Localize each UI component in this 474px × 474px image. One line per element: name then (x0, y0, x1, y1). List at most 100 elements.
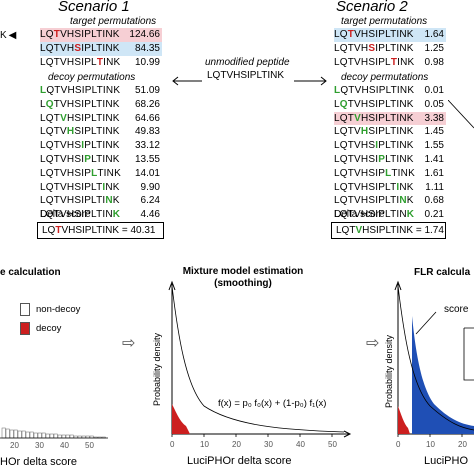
mixture-title: Mixture model estimation (smoothing) (168, 266, 318, 290)
tick: 10 (426, 440, 435, 449)
flr-area (412, 316, 474, 434)
peptide-sequence: LQTVHSIPLTINK (334, 42, 413, 56)
sequence-suffix: NK (399, 181, 414, 193)
flr-xlabel: LuciPHO (424, 455, 469, 467)
sequence-suffix: PLTINK (84, 140, 120, 152)
sequence-prefix: LQTVHSI (40, 153, 85, 165)
histogram-bar (61, 434, 66, 439)
modified-residue: K (112, 209, 121, 221)
modified-residue: L (91, 167, 98, 179)
sequence-suffix: TINK (97, 167, 121, 179)
peptide-row: LQTVHSIPLTINK 3.38 (334, 111, 446, 126)
histogram-bar (49, 433, 54, 439)
flr-decoy-area (398, 406, 410, 434)
right-arrow-icon: ⇨ (122, 335, 136, 352)
sequence-suffix: PLTINK (378, 140, 414, 152)
sequence-suffix: TINK (391, 167, 415, 179)
scenario-2-decoy-label: decoy permutations (341, 72, 429, 83)
mixture-curve (171, 285, 345, 433)
sequence-prefix: LQTVHSIPLTI (334, 195, 400, 207)
peptide-sequence: LQTVHSIPLTINK (40, 56, 124, 70)
modified-residue: N (399, 195, 407, 207)
score-value: 0.98 (424, 56, 444, 68)
flr-title: FLR calcula (414, 267, 471, 278)
peptide-sequence: LQTVHSIPLTINK (334, 84, 414, 98)
score-value: 84.35 (134, 42, 160, 54)
score-value: 33.12 (134, 140, 160, 152)
score-value: 0.21 (424, 209, 444, 221)
scenario-1-delta-box: LQ T VHSIPLTINK = 40.31 (37, 222, 164, 239)
sequence-suffix: INK (103, 56, 121, 68)
peptide-row: LQTVHSIPLTINK 0.01 (334, 84, 446, 98)
modified-residue: V (60, 112, 67, 124)
peptide-row: LQTVHSIPLTINK 1.41 (334, 153, 446, 167)
sequence-prefix: LQ (40, 29, 54, 40)
sequence-suffix: HSIPLTINK (66, 112, 120, 124)
score-value: 51.09 (134, 85, 160, 96)
peptide-row: LQTVHSIPLTINK 124.66 (40, 28, 162, 42)
sequence-prefix: L (334, 98, 340, 110)
modified-residue: N (105, 195, 113, 207)
peptide-row: LQTVHSIPLTINK 14.01 (40, 167, 162, 181)
peptide-sequence: LQTVHSIPLTINK (334, 194, 413, 208)
mixture-formula: f(x) = p₀ f₀(x) + (1-p₀) f₁(x) (218, 398, 327, 409)
score-value: 1.25 (424, 42, 444, 54)
delta-mod: T (55, 225, 62, 236)
mixture-plot (168, 280, 352, 438)
sequence-prefix: LQT (334, 112, 355, 124)
score-value: 124.66 (129, 29, 160, 40)
sequence-suffix: K (112, 195, 120, 207)
peptide-sequence: LQTVHSIPLTINK (40, 112, 124, 126)
score-value: 49.83 (134, 126, 160, 138)
peptide-row: LQTVHSIPLTINK 49.83 (40, 125, 162, 139)
sequence-suffix: IPLTINK (81, 42, 120, 54)
modified-residue: L (40, 85, 47, 96)
histogram-bar (29, 431, 34, 439)
delta-pre: LQT (336, 225, 356, 236)
histogram-bar (13, 429, 18, 439)
peptide-row: LQTVHSIPLTINK 1.61 (334, 167, 446, 181)
sequence-suffix: QTVHSIPLTINK (340, 85, 415, 96)
scenario-2-delta-label: Delta score (334, 209, 385, 220)
peptide-row: LQTVHSIPLTINK 9.90 (40, 181, 162, 195)
modified-residue: T (53, 29, 61, 40)
flr-curve (397, 285, 474, 431)
peptide-sequence: LQTVHSIPLTINK (40, 42, 124, 56)
score-value: 0.05 (424, 98, 444, 110)
left-xlabel: HOr delta score (0, 456, 78, 468)
mixture-title-line1: Mixture model estimation (182, 266, 304, 277)
peptide-row: LQTVHSIPLTINK 0.68 (334, 194, 446, 208)
unmodified-peptide: LQTVHSIPLTINK (207, 70, 285, 81)
sequence-prefix: LQTVHS (40, 140, 82, 152)
scenario-2-decoy-list: LQTVHSIPLTINK 0.01 LQTVHSIPLTINK 0.05 LQTVHS… (334, 84, 446, 222)
score-value: 3.38 (424, 112, 444, 124)
score-value: 14.01 (134, 167, 160, 179)
modified-residue: L (334, 85, 341, 96)
peptide-row: LQTVHSIPLTINK 1.11 (334, 181, 446, 195)
peptide-sequence: LQTVHSIPLTINK (334, 28, 413, 42)
sequence-suffix: TVHSIPLTINK (347, 98, 414, 110)
delta-post: HSIPLTINK = 1.74 (362, 225, 444, 236)
histogram-bar (1, 427, 6, 439)
sequence-prefix: LQTVHSIPLT (334, 181, 397, 193)
sequence-prefix: LQTVHS (334, 140, 376, 152)
delta-post: VHSIPLTINK = 40.31 (61, 225, 156, 236)
sequence-prefix: LQTVHSIPLT (40, 181, 103, 193)
tick: 20 (458, 440, 467, 449)
score-value: 1.41 (424, 153, 444, 165)
peptide-sequence: LQTVHSIPLTINK (40, 153, 124, 167)
scenario-2-target-list: LQTVHSIPLTINK 1.64 LQTVHSIPLTINK 1.25 LQTVHS… (334, 28, 446, 69)
score-value: 64.66 (134, 112, 160, 124)
peptide-row: LQTVHSIPLTINK 0.98 (334, 56, 446, 70)
score-value: 0.68 (424, 195, 444, 207)
leader-line (448, 100, 474, 129)
peptide-sequence: LQTVHSIPLTINK (334, 112, 413, 126)
sequence-prefix: LQTVHSIPL (40, 56, 97, 68)
histogram-bar (9, 429, 14, 439)
tick: 50 (328, 440, 337, 449)
peptide-row: LQTVHSIPLTINK 1.45 (334, 125, 446, 139)
flr-plot (394, 280, 474, 437)
left-ticks: 20 30 40 50 (0, 441, 112, 453)
peptide-row: LQTVHSIPLTINK 1.55 (334, 139, 446, 153)
peptide-row: LQTVHSIPLTINK 1.25 (334, 42, 446, 56)
